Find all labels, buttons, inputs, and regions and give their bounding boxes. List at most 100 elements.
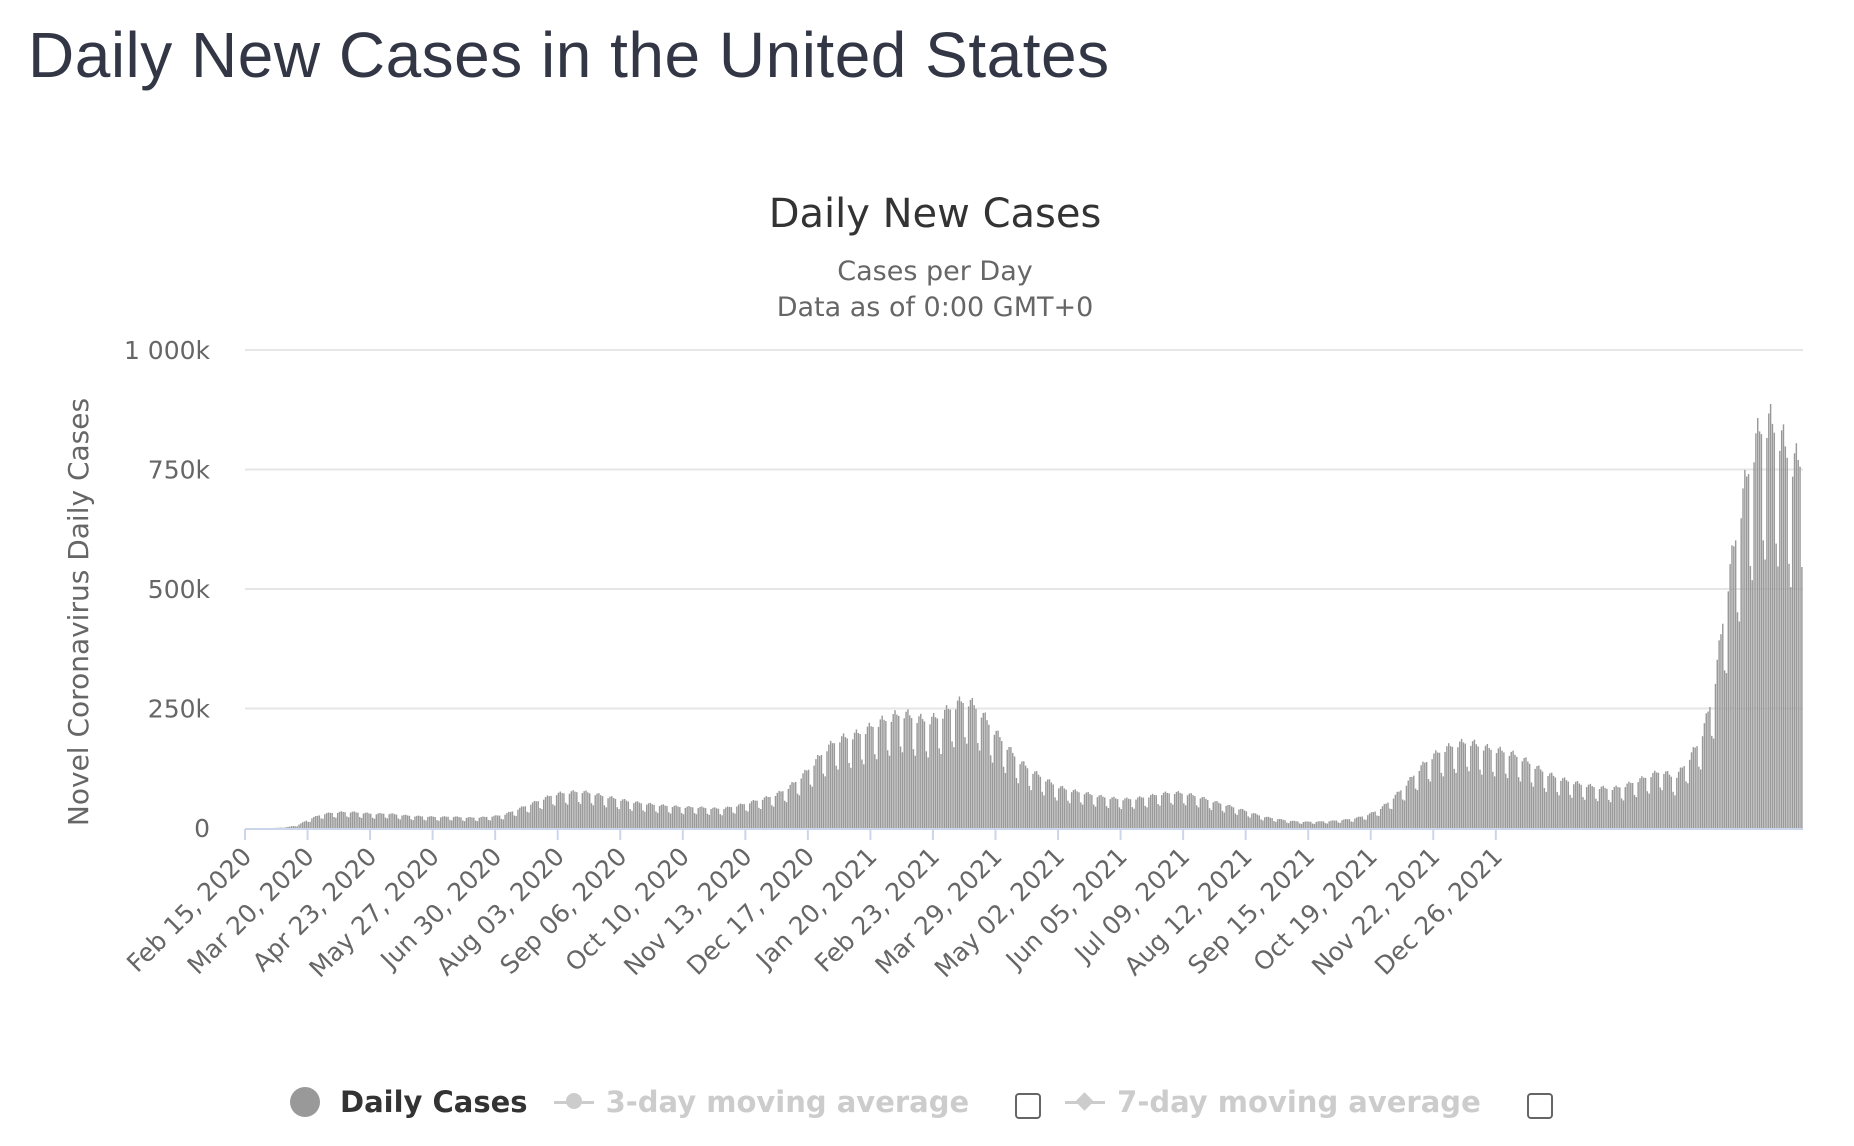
bar[interactable] — [1168, 793, 1170, 828]
bar[interactable] — [1779, 450, 1781, 828]
bar[interactable] — [1129, 799, 1132, 828]
bar[interactable] — [476, 821, 479, 828]
bar[interactable] — [1032, 773, 1034, 828]
bar[interactable] — [1766, 437, 1768, 828]
bar[interactable] — [300, 823, 302, 828]
bar[interactable] — [386, 818, 389, 828]
bar[interactable] — [1418, 771, 1420, 828]
bar[interactable] — [1716, 659, 1718, 828]
bar[interactable] — [458, 817, 460, 828]
bar[interactable] — [693, 813, 696, 828]
bar[interactable] — [1405, 785, 1408, 828]
bar[interactable] — [1584, 799, 1586, 828]
bar[interactable] — [1039, 776, 1042, 828]
bar[interactable] — [489, 820, 492, 828]
bar[interactable] — [1639, 778, 1641, 828]
bar[interactable] — [1137, 797, 1139, 828]
bar[interactable] — [1703, 723, 1706, 828]
bar[interactable] — [1528, 763, 1531, 828]
bar[interactable] — [1600, 786, 1603, 828]
bar[interactable] — [953, 747, 955, 828]
bar[interactable] — [1192, 795, 1194, 828]
bar[interactable] — [1449, 746, 1452, 828]
bar[interactable] — [1195, 805, 1198, 828]
bar[interactable] — [723, 809, 725, 828]
bar[interactable] — [1230, 806, 1233, 828]
bar[interactable] — [1668, 774, 1671, 828]
bar[interactable] — [1264, 817, 1266, 828]
bar[interactable] — [447, 816, 449, 828]
bar[interactable] — [1001, 740, 1003, 828]
bar[interactable] — [329, 812, 332, 828]
bar[interactable] — [629, 809, 631, 828]
bar[interactable] — [1777, 566, 1779, 828]
bar[interactable] — [863, 764, 865, 828]
bar[interactable] — [1460, 738, 1463, 828]
bar[interactable] — [1024, 765, 1027, 828]
bar[interactable] — [1409, 776, 1411, 828]
bar[interactable] — [1630, 782, 1632, 828]
bar[interactable] — [1127, 798, 1130, 828]
bar[interactable] — [436, 820, 438, 828]
bar[interactable] — [668, 812, 670, 828]
bar[interactable] — [1722, 623, 1724, 828]
bar[interactable] — [796, 793, 799, 828]
bar[interactable] — [322, 818, 324, 828]
bar[interactable] — [482, 816, 484, 828]
bar[interactable] — [820, 754, 823, 828]
bar[interactable] — [1549, 773, 1551, 828]
bar[interactable] — [1591, 786, 1593, 828]
bar[interactable] — [666, 806, 668, 828]
bar[interactable] — [1661, 790, 1663, 828]
bar[interactable] — [872, 726, 874, 828]
bar[interactable] — [910, 718, 913, 828]
bar[interactable] — [1207, 799, 1209, 828]
bar[interactable] — [1799, 466, 1801, 828]
7-day-average-checkbox[interactable] — [1526, 1093, 1553, 1119]
bar[interactable] — [875, 759, 878, 828]
bar[interactable] — [1459, 741, 1461, 828]
bar[interactable] — [1002, 766, 1005, 828]
bar[interactable] — [789, 784, 791, 828]
bar[interactable] — [822, 773, 825, 828]
bar[interactable] — [1105, 806, 1108, 828]
bar[interactable] — [824, 776, 826, 828]
bar[interactable] — [927, 757, 929, 828]
bar[interactable] — [473, 817, 475, 828]
bar[interactable] — [1442, 776, 1444, 828]
bar[interactable] — [1611, 790, 1614, 828]
bar[interactable] — [1083, 794, 1086, 828]
bar[interactable] — [1665, 771, 1667, 828]
bar[interactable] — [1166, 792, 1168, 828]
bar[interactable] — [726, 806, 729, 828]
bar[interactable] — [868, 722, 871, 828]
bar[interactable] — [594, 795, 596, 828]
bar[interactable] — [618, 809, 620, 828]
bar[interactable] — [1431, 759, 1433, 828]
bar[interactable] — [1107, 808, 1110, 828]
bar[interactable] — [539, 808, 541, 828]
bar[interactable] — [1311, 823, 1314, 828]
bar[interactable] — [331, 812, 333, 828]
bar[interactable] — [1087, 792, 1089, 828]
bar[interactable] — [782, 791, 784, 828]
bar[interactable] — [1019, 764, 1021, 828]
bar[interactable] — [1043, 795, 1045, 828]
bar[interactable] — [1326, 823, 1329, 828]
bar[interactable] — [921, 719, 924, 828]
bar[interactable] — [1050, 782, 1053, 828]
bar[interactable] — [583, 791, 585, 828]
bar[interactable] — [340, 811, 343, 828]
bar[interactable] — [1606, 788, 1608, 828]
bar[interactable] — [942, 718, 944, 828]
bar[interactable] — [561, 792, 563, 828]
bar[interactable] — [1085, 792, 1088, 828]
bar[interactable] — [1764, 559, 1766, 828]
bar[interactable] — [1646, 791, 1649, 828]
bar[interactable] — [1243, 810, 1246, 828]
bar[interactable] — [1608, 799, 1610, 828]
bar[interactable] — [362, 813, 365, 828]
bar[interactable] — [1357, 816, 1360, 828]
bar[interactable] — [289, 826, 291, 828]
bar[interactable] — [598, 793, 600, 828]
